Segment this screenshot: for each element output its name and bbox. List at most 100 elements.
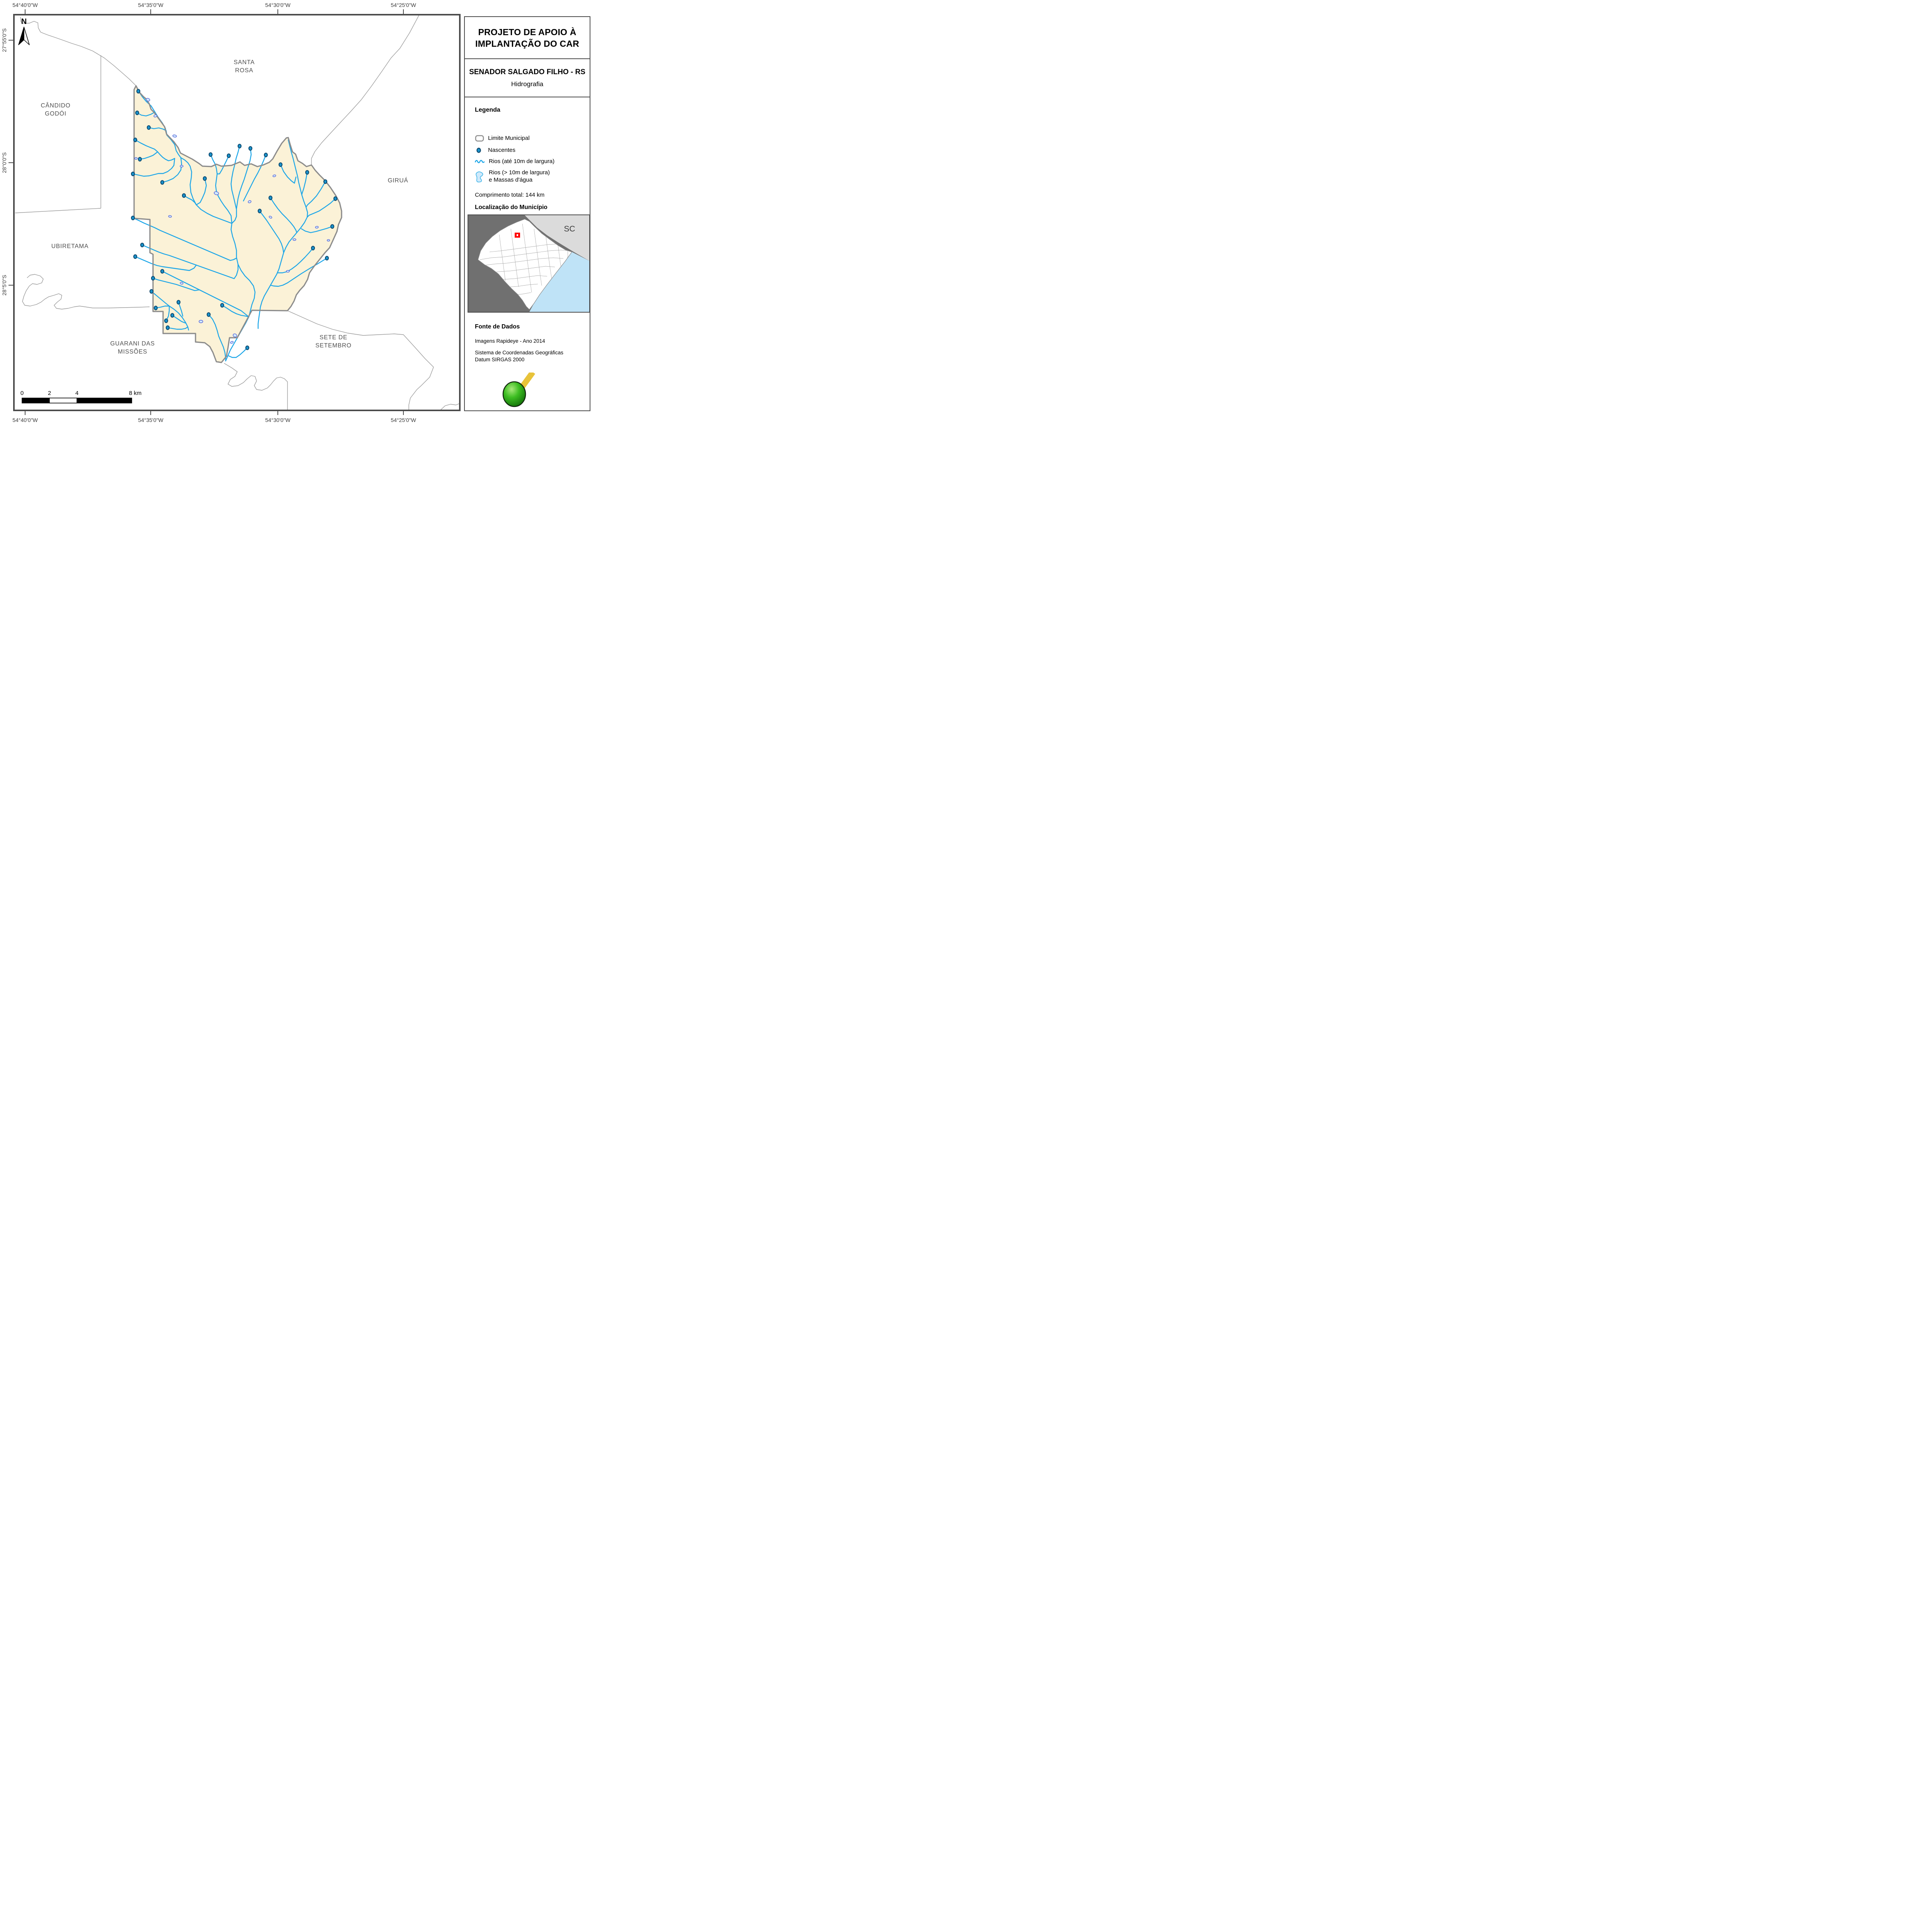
neighbor-boundary [311, 15, 419, 165]
axis-label-top: 54°30'0"W [265, 2, 291, 8]
minimap-state-rs [478, 219, 572, 310]
spring-dot [153, 306, 158, 310]
water-body [153, 114, 157, 117]
map-theme: Hidrografia [511, 80, 544, 88]
river-line [134, 256, 197, 271]
logo-ball [502, 381, 526, 407]
river-line [270, 197, 298, 233]
axis-label-bottom: 54°30'0"W [265, 417, 291, 423]
north-label: N [21, 17, 27, 26]
mesh-line [545, 234, 552, 280]
spring-dot [325, 256, 329, 260]
page: SANTA ROSA CÂNDIDO GODÓI GIRUÁ UBIRETAMA GUARA… [0, 0, 597, 423]
axis-label-left: 28°0'0"S [1, 152, 7, 173]
scale-bar-label: 8 km [129, 390, 142, 396]
legend-item-label: Rios (até 10m de largura) [489, 158, 555, 165]
legend-heading: Legenda [475, 107, 500, 113]
spring-dot [245, 345, 250, 350]
neighbor-label: GUARANI DAS MISSÕES [110, 340, 155, 355]
neighbor-boundary [22, 274, 150, 310]
river-line [221, 305, 250, 318]
water-body [146, 98, 150, 102]
spring-dot [164, 318, 168, 323]
neighbor-boundary [287, 310, 434, 410]
spring-dot [136, 89, 141, 94]
river-line [216, 155, 230, 175]
river-line [139, 151, 158, 160]
location-minimap: SC [468, 214, 590, 313]
river-line [172, 315, 186, 324]
spring-dot [305, 170, 310, 175]
river-line [208, 314, 226, 362]
spring-dot [330, 224, 335, 229]
neighbor-label: CÂNDIDO GODÓI [41, 102, 70, 117]
mesh-line [522, 223, 532, 293]
water-body [286, 270, 290, 273]
legend-item-limite: Limite Municipal [475, 134, 530, 142]
water-body [315, 226, 319, 229]
spring-dot [202, 176, 207, 181]
neighbor-label: GIRUÁ [388, 177, 408, 184]
spring-dot [182, 193, 186, 198]
spring-dot [160, 180, 165, 185]
water-body [272, 174, 276, 177]
mesh-line [534, 228, 542, 286]
axis-label-left: 27°55'0"S [1, 28, 7, 52]
neighbor-label: UBIRETAMA [51, 243, 88, 250]
river-line [183, 195, 197, 206]
spring-dot [135, 111, 139, 115]
water-body [248, 200, 252, 203]
river-line [165, 305, 170, 322]
river-line [257, 139, 308, 329]
river-line [162, 157, 182, 183]
river-line [236, 148, 252, 209]
river-line [228, 347, 248, 358]
water-body-swatch-icon [476, 171, 483, 182]
spring-dot [131, 216, 135, 220]
neighbor-label: SANTA ROSA [234, 59, 255, 74]
mesh-line [499, 234, 506, 281]
total-length: Comprimento total: 144 km [475, 192, 545, 198]
source-line1: Imagens Rapideye - Ano 2014 [475, 338, 545, 344]
spring-dot [146, 125, 151, 130]
scale-bar: 0 2 4 8 km [20, 390, 141, 403]
spring-dot [138, 157, 142, 162]
river-line [132, 158, 175, 177]
minimap-canvas: SC [468, 215, 589, 312]
subtitle-panel: SENADOR SALGADO FILHO - RS Hidrografia [464, 58, 590, 97]
spring-dot [160, 269, 165, 274]
scale-bar-label: 2 [48, 390, 51, 396]
spring-dot [208, 152, 213, 157]
spring-dot [268, 196, 273, 200]
north-arrow: N [18, 17, 30, 45]
spring-dot [133, 138, 138, 142]
spring-dot [165, 325, 170, 330]
graticule-labels: 54°40'0"W 54°35'0"W 54°30'0"W 54°25'0"W 54°4… [1, 2, 416, 423]
minimap-ocean [529, 252, 589, 312]
scale-bar-white [49, 398, 77, 403]
water-body [327, 239, 330, 242]
legend-item-label: Nascentes [488, 147, 515, 153]
axis-label-top: 54°35'0"W [138, 2, 163, 8]
river-line [167, 326, 189, 330]
spring-dot [264, 153, 268, 157]
sc-state-label: SC [564, 225, 575, 233]
municipality-name: SENADOR SALGADO FILHO - RS [469, 68, 585, 76]
spring-dot [133, 254, 138, 259]
water-body [230, 341, 234, 344]
spring-dot [248, 146, 253, 151]
legend-item-nascentes: Nascentes [475, 146, 515, 154]
river-line [259, 210, 284, 253]
spring-dot [151, 276, 155, 281]
spring-dot [323, 179, 328, 184]
neighbor-boundary [20, 17, 136, 86]
north-arrow-right [24, 27, 30, 45]
river-line [243, 154, 267, 202]
spring-dot [278, 162, 283, 167]
spring-dot [257, 209, 262, 213]
neighbor-boundary [15, 208, 101, 213]
river-line [178, 301, 184, 317]
river-line [136, 111, 156, 117]
spring-dot [311, 246, 315, 250]
water-body [293, 238, 296, 241]
